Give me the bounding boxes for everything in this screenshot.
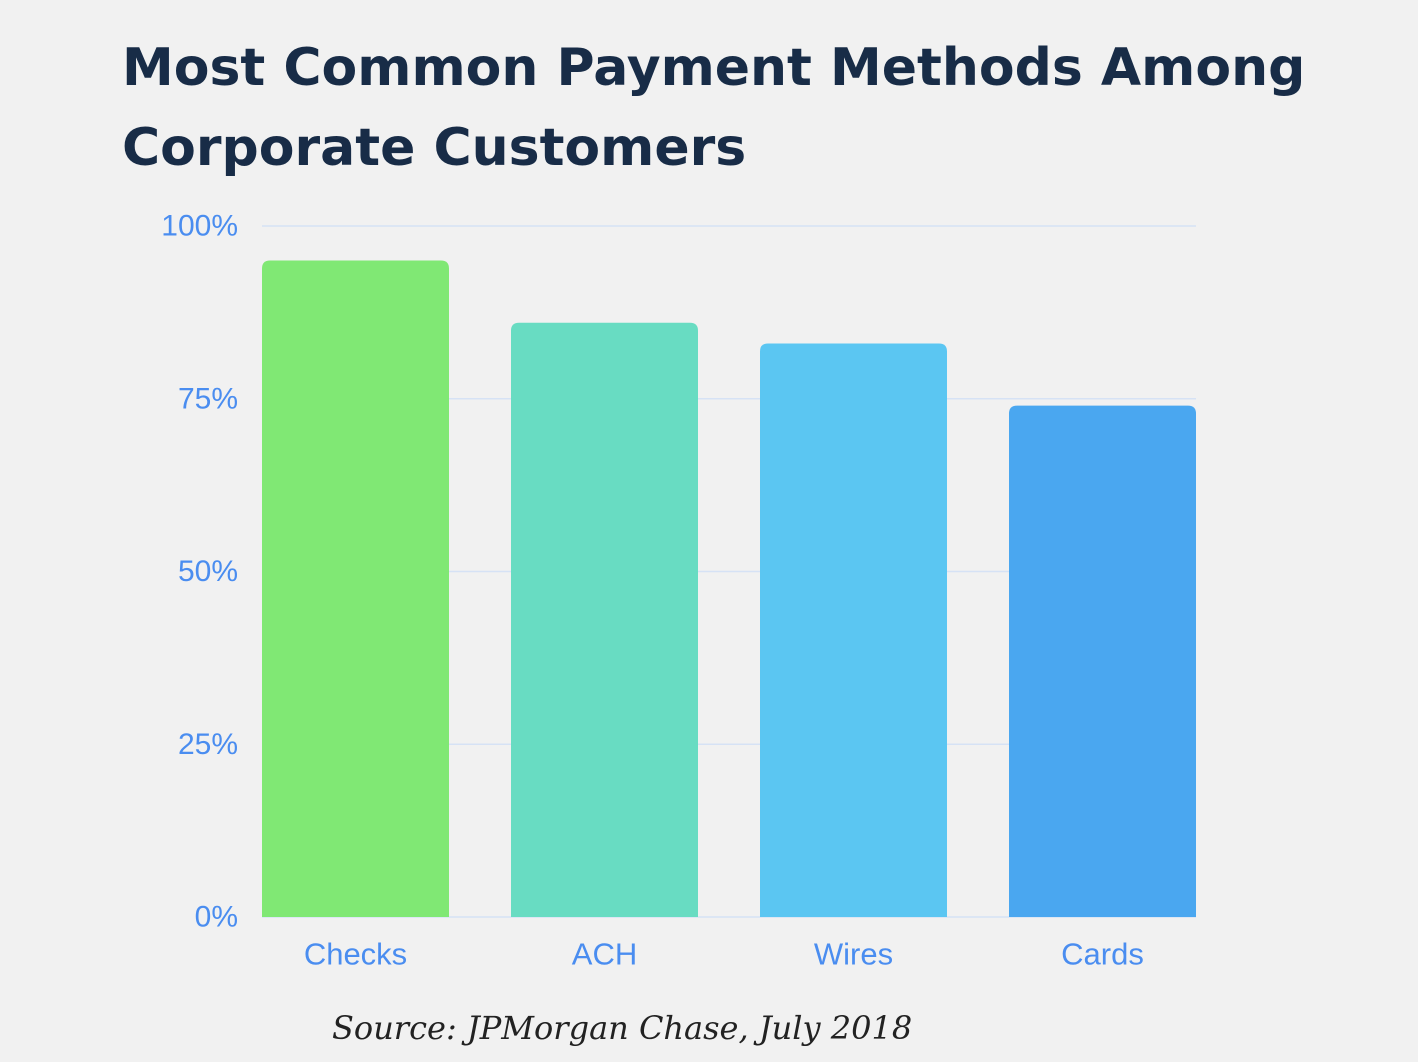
bar-chart: 0% 25% 50% 75% 100% Checks ACH Wires Cards xyxy=(161,210,1196,972)
y-tick-label: 50% xyxy=(178,555,238,588)
bar-checks xyxy=(262,260,449,917)
y-axis-ticks: 0% 25% 50% 75% 100% xyxy=(161,210,238,934)
x-tick-label: Wires xyxy=(814,937,893,972)
chart-title: Most Common Payment Methods Among Corpor… xyxy=(122,38,1306,178)
bar-wires xyxy=(760,343,947,918)
x-tick-label: Checks xyxy=(304,937,407,972)
source-note: Source: JPMorgan Chase, July 2018 xyxy=(332,1009,913,1047)
x-tick-label: Cards xyxy=(1061,937,1144,972)
y-tick-label: 25% xyxy=(178,728,238,761)
y-tick-label: 100% xyxy=(161,210,238,243)
x-axis-ticks: Checks ACH Wires Cards xyxy=(304,937,1144,972)
x-tick-label: ACH xyxy=(572,937,637,972)
bar-cards xyxy=(1009,405,1196,917)
bars xyxy=(262,260,1196,918)
y-tick-label: 75% xyxy=(178,382,238,415)
y-tick-label: 0% xyxy=(195,901,238,934)
bar-ach xyxy=(511,322,698,917)
